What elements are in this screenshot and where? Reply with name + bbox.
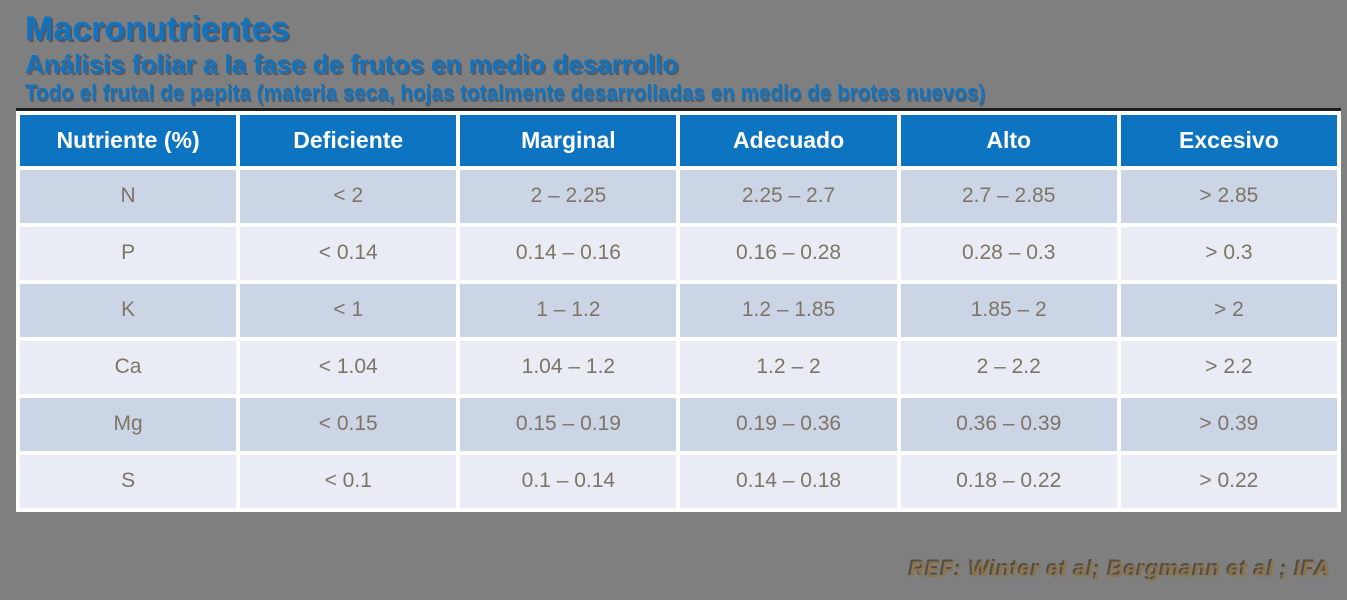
page-note: Todo el frutal de pepita (materia seca, … xyxy=(25,80,986,106)
title-block: Macronutrientes Análisis foliar a la fas… xyxy=(0,0,1347,106)
table-cell: < 0.1 xyxy=(240,454,457,508)
table-cell: 1.04 – 1.2 xyxy=(460,340,677,394)
table-cell: 1.2 – 2 xyxy=(680,340,897,394)
table-cell: < 2 xyxy=(240,169,457,223)
table-cell: 2 – 2.25 xyxy=(460,169,677,223)
header-cell: Nutriente (%) xyxy=(20,114,237,166)
table-cell: > 0.22 xyxy=(1120,454,1337,508)
table-cell: 0.16 – 0.28 xyxy=(680,226,897,280)
table-cell: 0.14 – 0.16 xyxy=(460,226,677,280)
header-cell: Marginal xyxy=(460,114,677,166)
reference-text: REF: Winter et al; Bergmann et al ; IFA xyxy=(909,557,1331,582)
table-cell: 0.18 – 0.22 xyxy=(900,454,1117,508)
header-cell: Alto xyxy=(900,114,1117,166)
table-cell: P xyxy=(20,226,237,280)
table-cell: Ca xyxy=(20,340,237,394)
page-title: Macronutrientes xyxy=(25,10,290,48)
table-cell: < 0.14 xyxy=(240,226,457,280)
table-cell: 2 – 2.2 xyxy=(900,340,1117,394)
page-subtitle: Análisis foliar a la fase de frutos en m… xyxy=(25,49,679,80)
table-cell: 0.15 – 0.19 xyxy=(460,397,677,451)
header-cell: Deficiente xyxy=(240,114,457,166)
table-cell: > 2.2 xyxy=(1120,340,1337,394)
table-cell: 1.85 – 2 xyxy=(900,283,1117,337)
table-header-row: Nutriente (%) Deficiente Marginal Adecuado A… xyxy=(20,114,1337,166)
table-row: P < 0.14 0.14 – 0.16 0.16 – 0.28 0.28 – 0.3 >… xyxy=(20,226,1337,280)
table-cell: > 0.39 xyxy=(1120,397,1337,451)
table-cell: > 2 xyxy=(1120,283,1337,337)
table-cell: 0.14 – 0.18 xyxy=(680,454,897,508)
table-cell: N xyxy=(20,169,237,223)
table-cell: > 0.3 xyxy=(1120,226,1337,280)
table-head: Nutriente (%) Deficiente Marginal Adecuado A… xyxy=(20,114,1337,166)
table-cell: < 1 xyxy=(240,283,457,337)
table-cell: 2.7 – 2.85 xyxy=(900,169,1117,223)
table-cell: > 2.85 xyxy=(1120,169,1337,223)
table-cell: K xyxy=(20,283,237,337)
header-cell: Adecuado xyxy=(680,114,897,166)
table-cell: 0.1 – 0.14 xyxy=(460,454,677,508)
table-cell: < 0.15 xyxy=(240,397,457,451)
table-cell: 2.25 – 2.7 xyxy=(680,169,897,223)
table-cell: 0.36 – 0.39 xyxy=(900,397,1117,451)
table-cell: 1.2 – 1.85 xyxy=(680,283,897,337)
table-cell: 0.19 – 0.36 xyxy=(680,397,897,451)
table-row: Mg < 0.15 0.15 – 0.19 0.19 – 0.36 0.36 – 0.3… xyxy=(20,397,1337,451)
nutrient-table: Nutriente (%) Deficiente Marginal Adecuado A… xyxy=(16,107,1341,512)
header-cell: Excesivo xyxy=(1120,114,1337,166)
table-cell: Mg xyxy=(20,397,237,451)
table-cell: 0.28 – 0.3 xyxy=(900,226,1117,280)
table-cell: < 1.04 xyxy=(240,340,457,394)
table-cell: 1 – 1.2 xyxy=(460,283,677,337)
table-cell: S xyxy=(20,454,237,508)
table-row: S < 0.1 0.1 – 0.14 0.14 – 0.18 0.18 – 0.22 > … xyxy=(20,454,1337,508)
